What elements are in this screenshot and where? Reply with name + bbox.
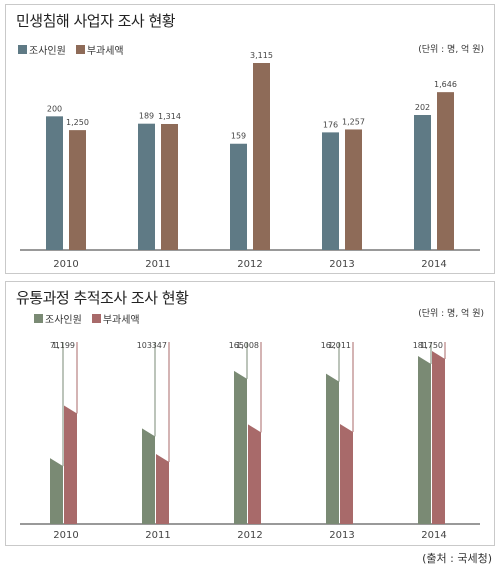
bar-tax-2012	[253, 63, 270, 250]
x-tick-2011: 2011	[145, 259, 170, 270]
label-tax-2-2013: 1,011	[328, 341, 351, 350]
chart-1-unit: (단위 : 명, 억 원)	[418, 45, 484, 55]
bar-tax-2-2013	[340, 424, 353, 524]
x-tick-2013: 2013	[329, 259, 354, 270]
bar-investigators-2012	[230, 143, 247, 250]
legend-label-investigators: 조사인원	[29, 46, 66, 57]
label-tax-2014: 1,646	[434, 80, 457, 89]
chart-panel-2: 유통과정 추적조사 조사 현황 조사인원 부과세액 (단위 : 명, 억 원) …	[5, 281, 495, 546]
legend-label-tax-2: 부과세액	[102, 315, 140, 326]
chart-2-title: 유통과정 추적조사 조사 현황	[16, 289, 189, 307]
legend-label-investigators-2: 조사인원	[45, 315, 82, 326]
bar-investigators-2-2011	[142, 428, 155, 524]
x-tick-2-2010: 2010	[53, 530, 78, 541]
label-tax-2011: 1,314	[158, 112, 181, 121]
bar-tax-2011	[161, 123, 178, 250]
label-investigators-2013: 176	[323, 120, 338, 129]
legend-item-tax: 부과세액	[75, 42, 124, 57]
x-tick-2-2013: 2013	[329, 530, 354, 541]
legend-item-tax-2: 부과세액	[91, 311, 140, 326]
source-note: (출처 : 국세청)	[422, 552, 492, 565]
label-investigators-2-2010: 71	[50, 341, 60, 350]
x-tick-2-2014: 2014	[421, 530, 446, 541]
label-tax-2-2011: 347	[152, 341, 167, 350]
bar-tax-2-2012	[248, 424, 261, 524]
label-investigators-2-2011: 103	[137, 341, 152, 350]
bar-investigators-2-2010	[50, 458, 63, 524]
chart-panel-1: 민생침해 사업자 조사 현황 조사인원 부과세액 (단위 : 명, 억 원) 2…	[5, 4, 495, 274]
x-tick-2010: 2010	[53, 259, 78, 270]
label-tax-2010: 1,250	[66, 118, 89, 127]
legend-item-investigators: 조사인원	[18, 42, 66, 57]
bar-investigators-2014	[414, 115, 431, 250]
legend-swatch-tax	[75, 45, 85, 54]
bar-tax-2013	[345, 129, 362, 250]
bar-investigators-2-2013	[326, 373, 339, 524]
bar-tax-2-2010	[64, 405, 77, 524]
chart-2-legend: 조사인원 부과세액	[34, 311, 146, 326]
legend-swatch-investigators	[18, 45, 27, 54]
bar-investigators-2011	[138, 123, 155, 250]
bar-investigators-2-2012	[234, 370, 247, 524]
bar-tax-2010	[69, 130, 86, 250]
x-tick-2-2012: 2012	[237, 530, 262, 541]
legend-swatch-tax-2	[91, 314, 101, 323]
chart-1-plot: 200 1,250 2010 189 1,314 2011 159 3,115 2012 176 1…	[20, 51, 480, 270]
x-tick-2012: 2012	[237, 259, 262, 270]
bar-tax-2-2011	[156, 454, 169, 524]
label-tax-2012: 3,115	[250, 51, 273, 60]
x-tick-2-2011: 2011	[145, 530, 170, 541]
bar-tax-2014	[437, 92, 454, 250]
label-investigators-2011: 189	[139, 112, 154, 121]
bar-tax-2-2014	[432, 351, 445, 524]
x-tick-2014: 2014	[421, 259, 446, 270]
label-tax-2-2010: 1,199	[52, 341, 75, 350]
label-tax-2013: 1,257	[342, 117, 365, 126]
label-investigators-2010: 200	[47, 104, 62, 113]
legend-swatch-investigators-2	[34, 314, 43, 323]
label-investigators-2-2014: 181	[413, 341, 428, 350]
chart-2-unit: (단위 : 명, 억 원)	[418, 309, 484, 319]
label-investigators-2-2013: 162	[321, 341, 336, 350]
label-investigators-2012: 159	[231, 132, 246, 141]
legend-item-investigators-2: 조사인원	[34, 311, 82, 326]
bar-investigators-2013	[322, 132, 339, 250]
bar-investigators-2-2014	[418, 356, 431, 524]
label-investigators-2-2012: 165	[229, 341, 244, 350]
label-tax-2-2012: 1,008	[236, 341, 259, 350]
bar-investigators-2010	[46, 116, 63, 250]
chart-1-legend: 조사인원 부과세액	[18, 42, 130, 57]
label-investigators-2014: 202	[415, 103, 430, 112]
legend-label-tax: 부과세액	[86, 46, 124, 57]
chart-1-title: 민생침해 사업자 조사 현황	[16, 12, 176, 30]
label-tax-2-2014: 1,750	[420, 341, 443, 350]
